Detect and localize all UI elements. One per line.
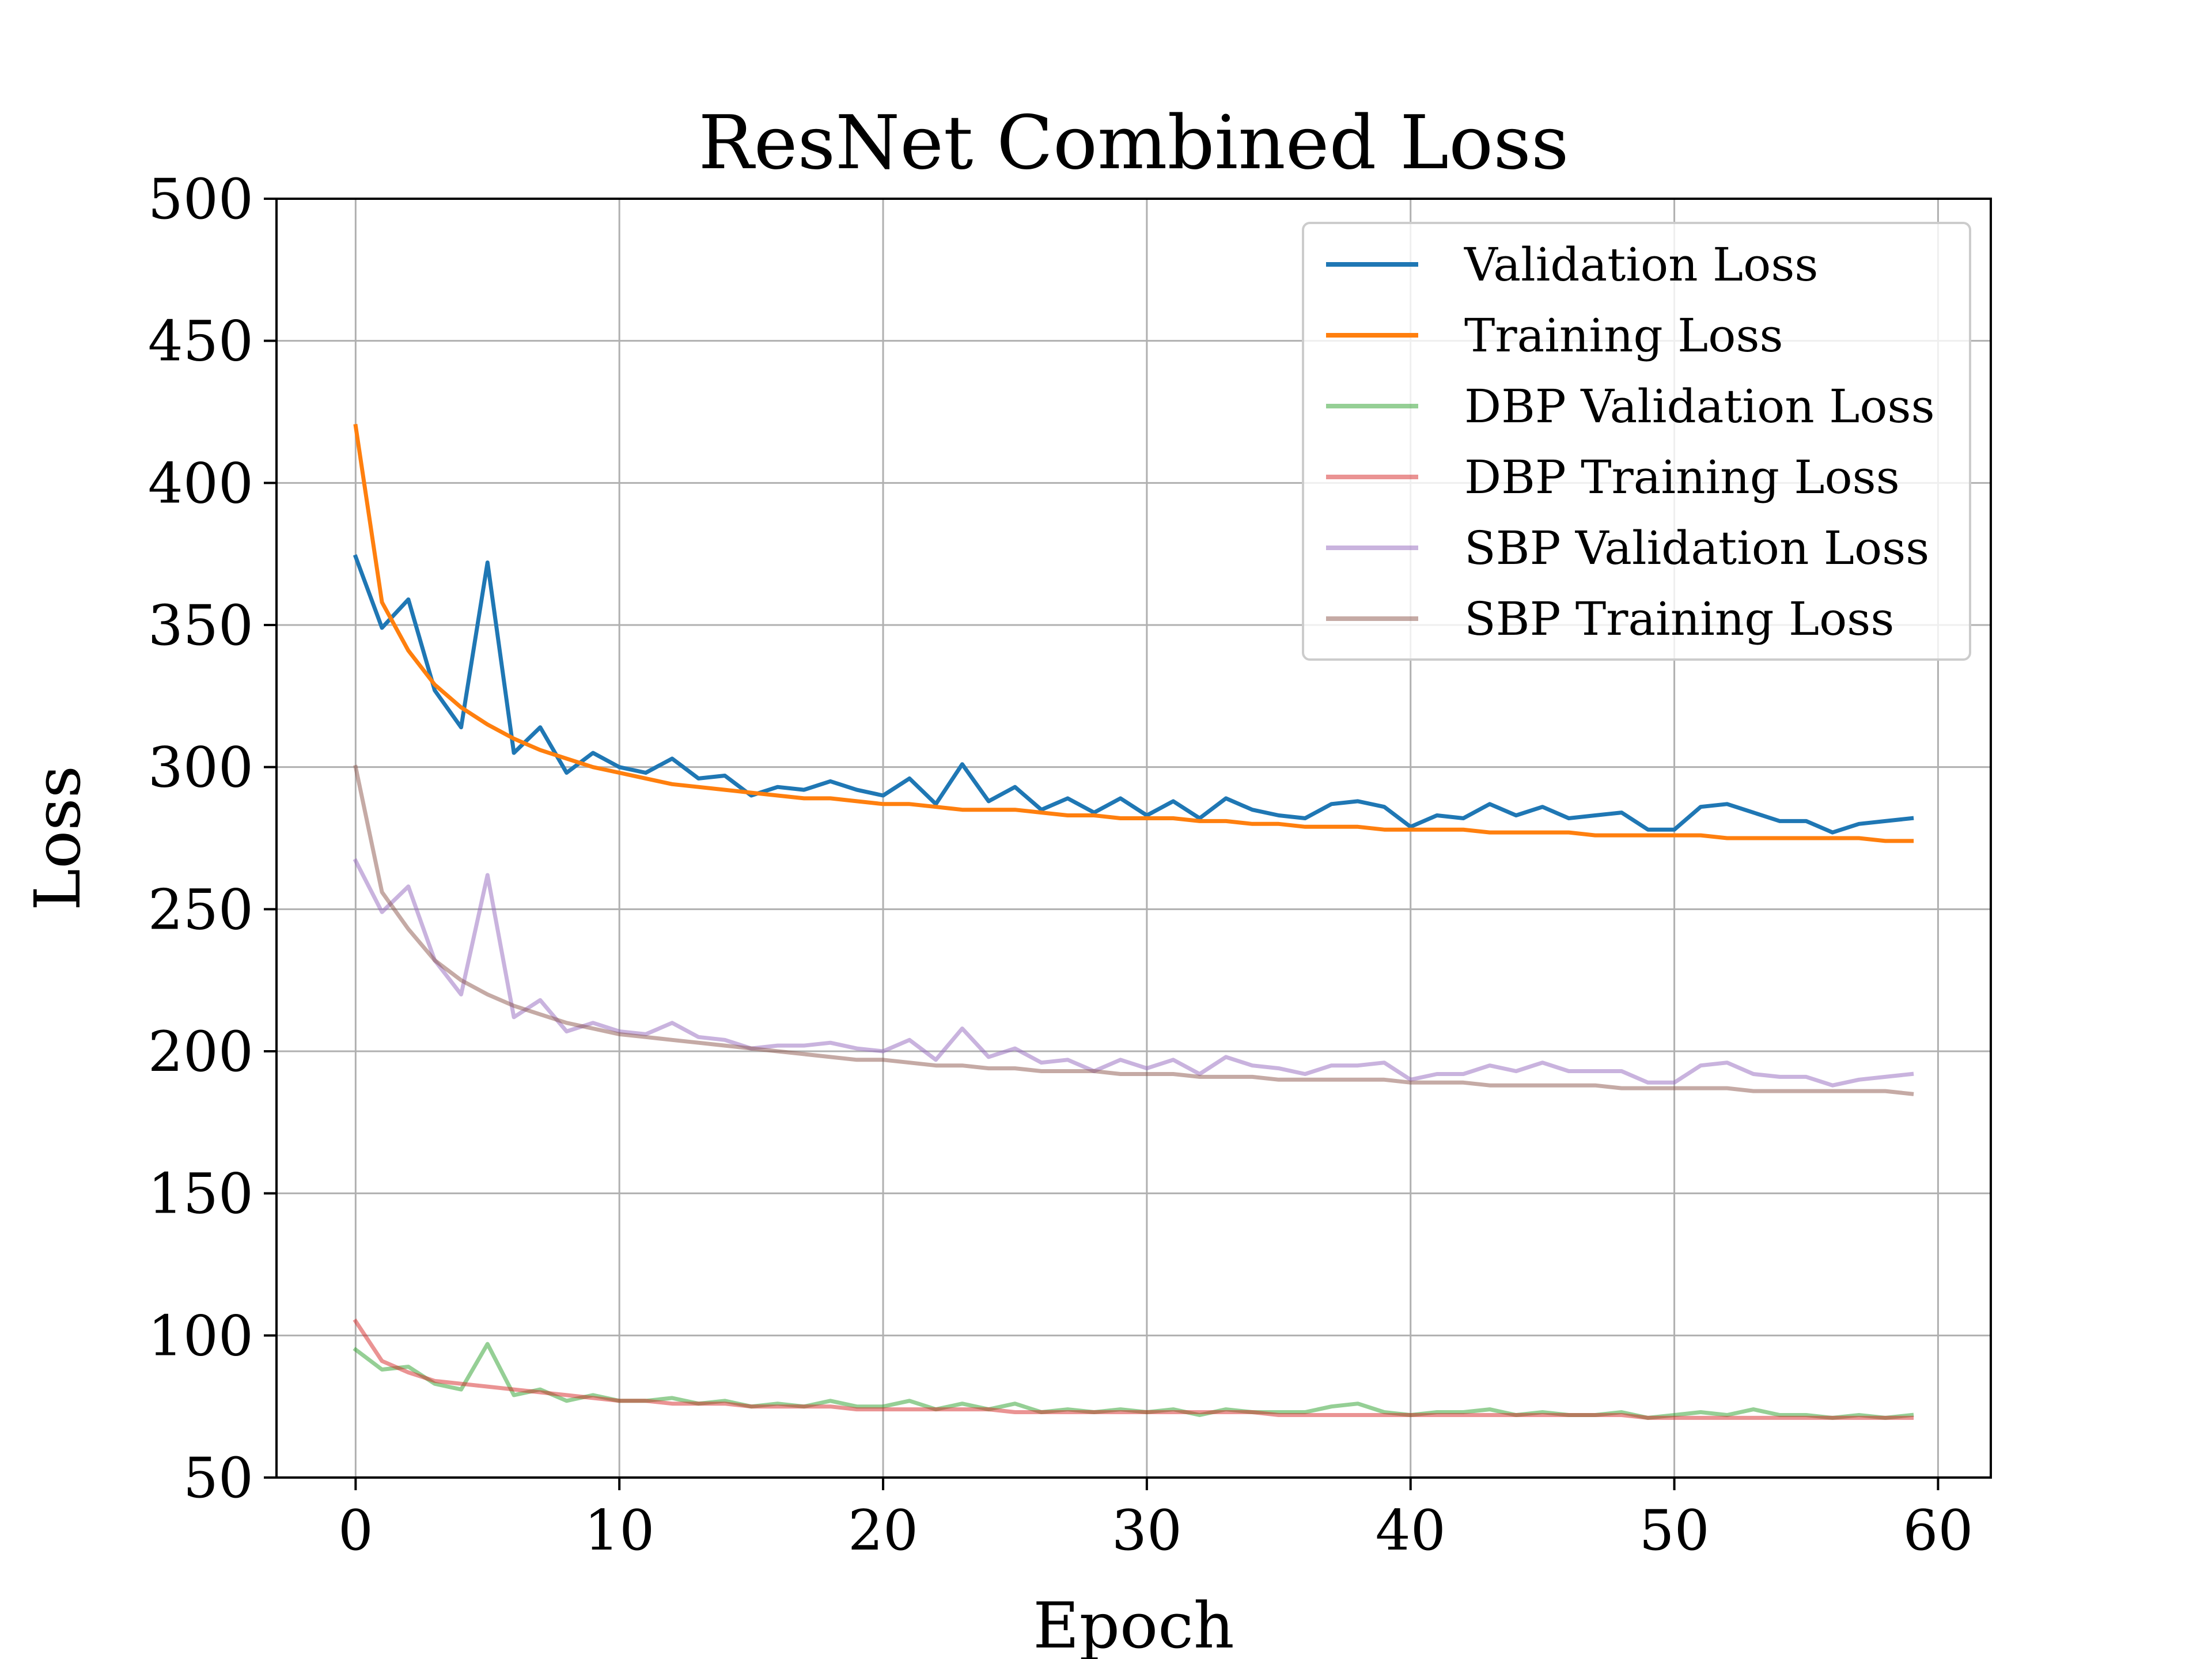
x-axis-label: Epoch bbox=[1033, 1589, 1234, 1659]
x-tick-label: 50 bbox=[1639, 1498, 1710, 1563]
legend-label: DBP Validation Loss bbox=[1464, 380, 1935, 433]
y-tick-label: 200 bbox=[148, 1020, 253, 1084]
y-axis-label: Loss bbox=[21, 766, 94, 911]
x-tick-label: 60 bbox=[1903, 1498, 1973, 1563]
y-tick-label: 350 bbox=[148, 593, 253, 658]
legend-box bbox=[1302, 222, 1971, 661]
legend-label: Validation Loss bbox=[1464, 238, 1818, 291]
x-tick-label: 10 bbox=[584, 1498, 654, 1563]
y-tick-label: 100 bbox=[148, 1304, 253, 1368]
plot-frame bbox=[275, 198, 1992, 1479]
legend: Validation Loss Training Loss DBP Validati… bbox=[1302, 222, 1971, 661]
series-line-3 bbox=[353, 1318, 1914, 1420]
series-line-0 bbox=[353, 554, 1914, 835]
y-tick-label: 400 bbox=[148, 451, 253, 516]
x-tick-label: 20 bbox=[848, 1498, 918, 1563]
x-tick-label: 30 bbox=[1112, 1498, 1182, 1563]
y-tick-label: 50 bbox=[183, 1446, 253, 1510]
y-tick-label: 300 bbox=[148, 736, 253, 800]
series-line-1 bbox=[353, 423, 1914, 843]
series-lines bbox=[353, 423, 1914, 1420]
legend-label: SBP Validation Loss bbox=[1464, 521, 1929, 575]
axis-ticks: 0 10 20 30 40 50 60 50 100 150 200 250 300 350 400 450 5… bbox=[148, 167, 1974, 1563]
series-line-5 bbox=[353, 764, 1914, 1096]
x-tick-label: 0 bbox=[338, 1498, 373, 1563]
legend-label: Training Loss bbox=[1464, 309, 1783, 362]
y-tick-label: 450 bbox=[148, 309, 253, 374]
y-tick-label: 250 bbox=[148, 877, 253, 942]
chart-title: ResNet Combined Loss bbox=[698, 100, 1569, 186]
x-tick-label: 40 bbox=[1376, 1498, 1446, 1563]
y-tick-label: 500 bbox=[148, 167, 253, 232]
series-line-4 bbox=[353, 858, 1914, 1088]
legend-label: DBP Training Loss bbox=[1464, 450, 1900, 504]
legend-label: SBP Training Loss bbox=[1464, 592, 1894, 646]
y-tick-label: 150 bbox=[148, 1162, 253, 1226]
